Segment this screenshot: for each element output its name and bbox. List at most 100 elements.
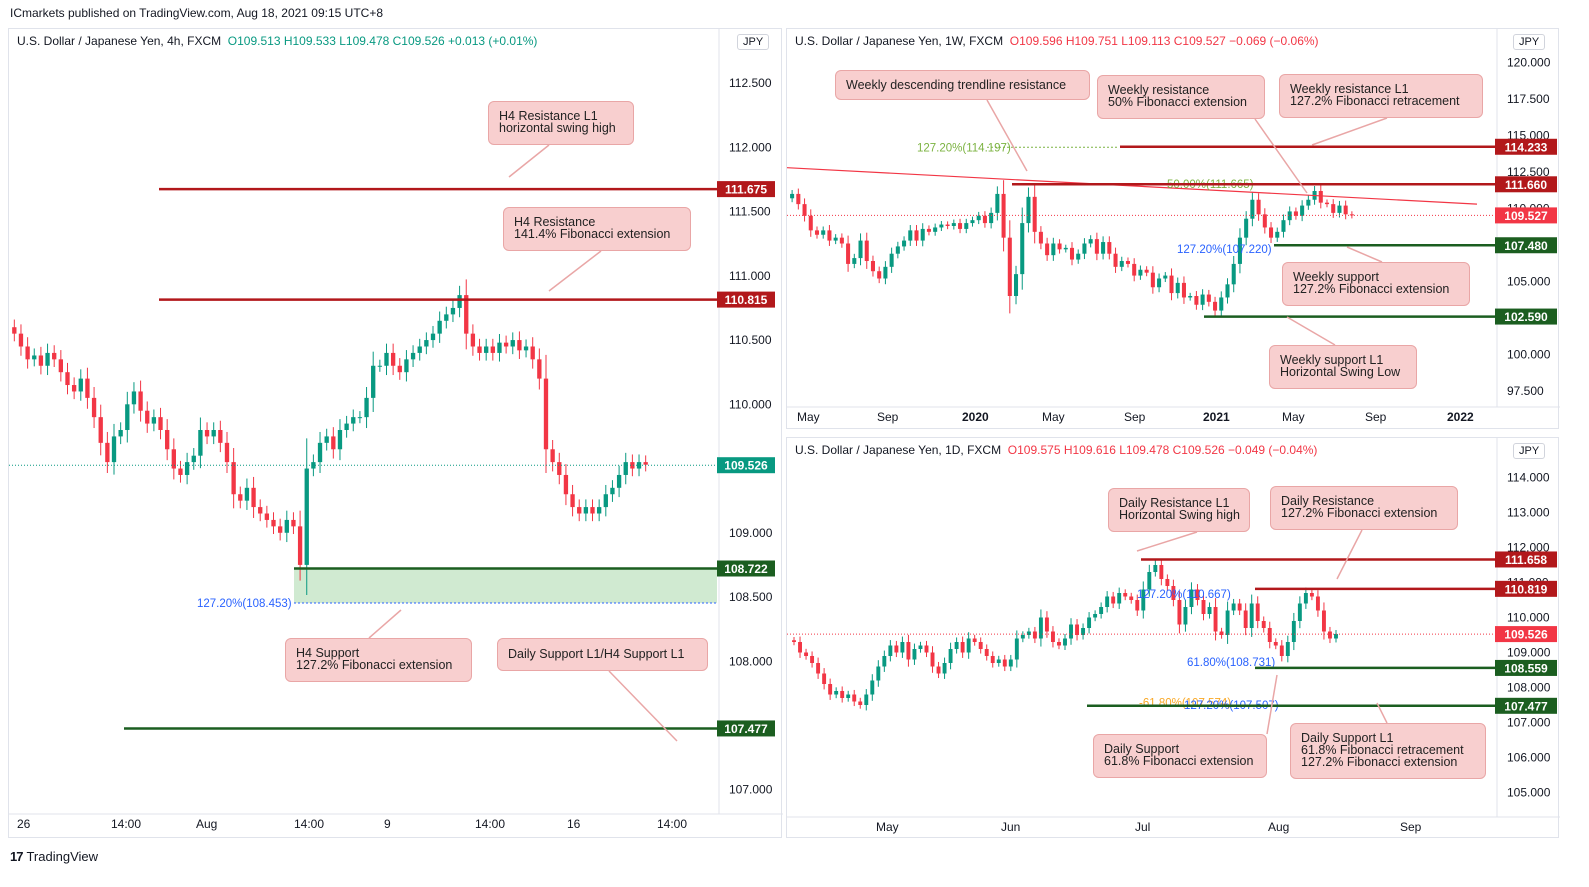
candle-body (990, 656, 995, 663)
candle-body (317, 442, 323, 463)
level-label: 108.722 (724, 562, 768, 576)
candle-body (351, 417, 356, 424)
candle-body (1183, 607, 1188, 625)
current-price-bg (1495, 207, 1557, 224)
chart-title: U.S. Dollar / Japanese Yen, 1W, FXCM (795, 34, 1004, 48)
candle-body (798, 642, 802, 653)
footer-brand-text: TradingView (26, 849, 99, 864)
candle-body (822, 673, 827, 684)
candle-body (1273, 642, 1278, 646)
candle-body (808, 215, 813, 231)
x-tick-label: May (1282, 410, 1305, 424)
candle-body (643, 462, 648, 465)
currency-button[interactable]: JPY (737, 34, 770, 50)
candle-body (964, 223, 969, 229)
candle-body (1189, 589, 1194, 607)
y-tick-label: 111.000 (729, 269, 771, 283)
candle-body (864, 240, 869, 261)
level-label-bg (1495, 176, 1557, 193)
candle-body (858, 240, 863, 259)
y-tick-label: 97.500 (1507, 384, 1544, 398)
candle-body (364, 397, 369, 418)
candle-body (118, 430, 123, 437)
candle-body (846, 694, 851, 698)
candle-body (833, 237, 838, 241)
x-tick-label: Sep (1365, 410, 1387, 424)
candle-body (924, 645, 929, 653)
candle-body (1275, 231, 1280, 238)
chart-title: U.S. Dollar / Japanese Yen, 1D, FXCM (795, 443, 1002, 457)
candle-body (1175, 282, 1180, 294)
annotation-weekly-resistance: Weekly resistance 50% Fibonacci extension (1097, 75, 1265, 119)
level-label-bg (717, 720, 775, 737)
low-value: L109.478 (339, 34, 390, 48)
y-tick-label: 113.000 (1507, 506, 1550, 520)
y-tick-label: 111.500 (729, 205, 771, 219)
candle-body (111, 436, 117, 463)
candle-body (889, 253, 894, 267)
level-label: 110.815 (725, 293, 768, 307)
candle-body (138, 391, 143, 411)
high-value: H109.751 (1065, 34, 1118, 48)
callout-pointer (548, 250, 602, 292)
footer-brand[interactable]: 17 TradingView (10, 849, 98, 864)
chart-canvas-1w[interactable]: 120.000117.500115.000112.500110.000107.5… (787, 29, 1560, 430)
candle-body (846, 243, 851, 264)
candle-body (1207, 607, 1212, 614)
level-label-bg (717, 181, 775, 198)
candle-body (1032, 196, 1037, 232)
chart-canvas-1d[interactable]: 114.000113.000112.000111.000110.000109.0… (787, 438, 1560, 839)
candle-body (1045, 243, 1050, 256)
candle-body (920, 228, 925, 241)
level-label-bg (1495, 138, 1557, 155)
candle-body (231, 462, 236, 495)
y-tick-label: 117.500 (1507, 92, 1550, 106)
candle-body (38, 355, 44, 366)
candle-body (864, 694, 869, 705)
candle-body (464, 295, 469, 334)
candle-body (951, 223, 956, 226)
candle-body (1038, 617, 1043, 639)
candle-body (1129, 596, 1134, 600)
candle-body (570, 494, 575, 508)
chart-panel-1w[interactable]: 120.000117.500115.000112.500110.000107.5… (786, 28, 1560, 430)
candle-body (1328, 631, 1332, 639)
candle-body (1125, 261, 1130, 264)
candle-body (424, 340, 429, 347)
annotation-daily-resistance-l1: Daily Resistance L1 Horizontal Swing high (1108, 488, 1250, 532)
candle-body (244, 487, 250, 501)
candle-body (537, 359, 542, 379)
candle-body (972, 638, 977, 642)
candle-body (145, 410, 150, 424)
level-label-bg (1495, 697, 1557, 714)
annotation-weekly-resistance-l1: Weekly resistance L1 127.2% Fibonacci ret… (1279, 74, 1483, 118)
candle-body (900, 642, 905, 653)
candle-body (1008, 659, 1013, 667)
chart-panel-1d[interactable]: 114.000113.000112.000111.000110.000109.0… (786, 437, 1560, 839)
x-tick-label: Sep (1124, 410, 1146, 424)
level-label-bg (1495, 580, 1557, 597)
candle-body (1138, 269, 1143, 276)
x-tick-label: 14:00 (475, 817, 505, 831)
candle-body (804, 652, 809, 656)
currency-button[interactable]: JPY (1513, 34, 1546, 50)
candle-body (1087, 617, 1092, 628)
candle-body (45, 352, 50, 366)
candle-body (510, 340, 515, 347)
y-tick-label: 112.500 (729, 76, 772, 90)
candle-body (958, 223, 963, 229)
candle-body (1113, 253, 1118, 267)
candle-body (1249, 603, 1254, 628)
open-value: O109.575 (1007, 443, 1061, 457)
chart-panel-4h[interactable]: 112.500 112.000 111.500 111.000 110.500 110.0… (8, 28, 783, 839)
candle-body (1020, 223, 1025, 275)
chart-canvas-4h[interactable]: 112.500 112.000 111.500 111.000 110.500 110.0… (9, 29, 783, 839)
x-tick-label: May (797, 410, 820, 424)
level-label: 108.559 (1504, 661, 1548, 675)
current-price-bg (1495, 626, 1557, 643)
candle-body (384, 352, 389, 366)
x-tick-label: 14:00 (111, 817, 141, 831)
currency-button[interactable]: JPY (1513, 443, 1546, 459)
level-label: 107.480 (1504, 239, 1548, 253)
candle-body (933, 227, 938, 232)
